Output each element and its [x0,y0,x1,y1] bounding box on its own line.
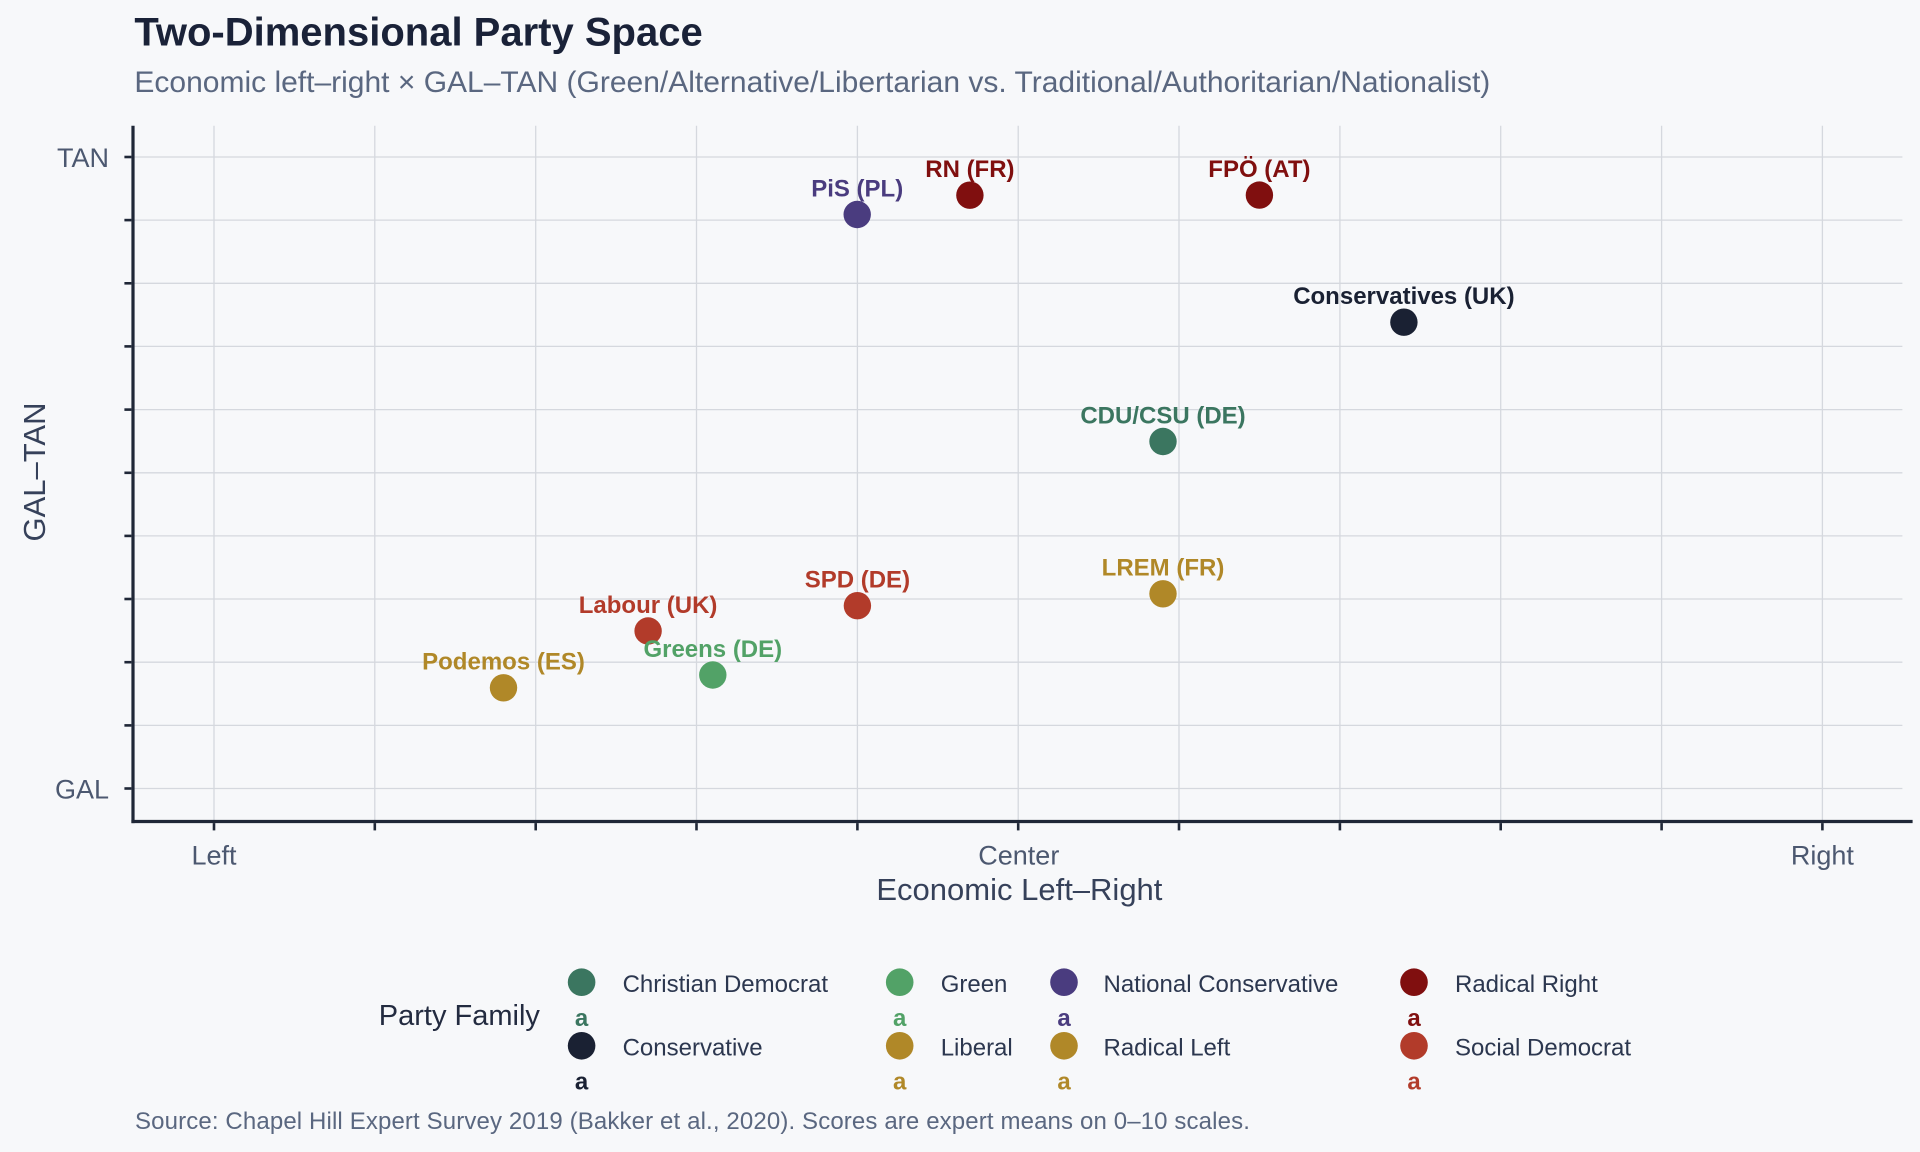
svg-text:Center: Center [978,841,1059,871]
svg-text:Christian Democrat: Christian Democrat [623,971,829,998]
svg-text:Greens (DE): Greens (DE) [643,636,782,663]
svg-text:Conservatives (UK): Conservatives (UK) [1293,283,1514,310]
svg-text:Conservative: Conservative [623,1035,763,1062]
svg-text:PiS (PL): PiS (PL) [811,175,903,202]
svg-text:Labour (UK): Labour (UK) [579,592,718,619]
svg-text:GAL: GAL [55,774,109,804]
svg-text:Radical Left: Radical Left [1104,1035,1231,1062]
svg-text:a: a [1057,1068,1071,1095]
svg-text:Green: Green [941,971,1008,998]
svg-text:Podemos (ES): Podemos (ES) [422,649,585,676]
svg-text:SPD (DE): SPD (DE) [805,567,910,594]
svg-text:Radical Right: Radical Right [1455,971,1598,998]
svg-text:Left: Left [191,841,237,871]
svg-text:a: a [1407,1068,1421,1095]
svg-text:a: a [575,1068,589,1095]
svg-text:Party Family: Party Family [379,1000,541,1032]
svg-text:Economic left–right × GAL–TAN: Economic left–right × GAL–TAN (Green/Alt… [134,66,1490,99]
svg-text:Liberal: Liberal [941,1035,1013,1062]
svg-text:RN (FR): RN (FR) [925,156,1014,183]
svg-text:a: a [1057,1005,1071,1032]
svg-text:LREM (FR): LREM (FR) [1102,555,1225,582]
svg-text:Source: Chapel Hill Expert Sur: Source: Chapel Hill Expert Survey 2019 (… [135,1108,1250,1135]
svg-text:TAN: TAN [57,143,109,173]
svg-text:Two-Dimensional Party Space: Two-Dimensional Party Space [134,10,702,54]
svg-text:a: a [1407,1005,1421,1032]
svg-text:Social Democrat: Social Democrat [1455,1035,1631,1062]
svg-text:National Conservative: National Conservative [1104,971,1339,998]
svg-text:Economic Left–Right: Economic Left–Right [876,872,1162,907]
svg-text:a: a [893,1005,907,1032]
svg-text:a: a [893,1068,907,1095]
svg-text:GAL–TAN: GAL–TAN [17,403,52,542]
svg-text:FPÖ (AT): FPÖ (AT) [1208,156,1310,183]
svg-text:Right: Right [1791,841,1855,871]
svg-text:a: a [575,1005,589,1032]
svg-text:CDU/CSU (DE): CDU/CSU (DE) [1080,402,1245,429]
